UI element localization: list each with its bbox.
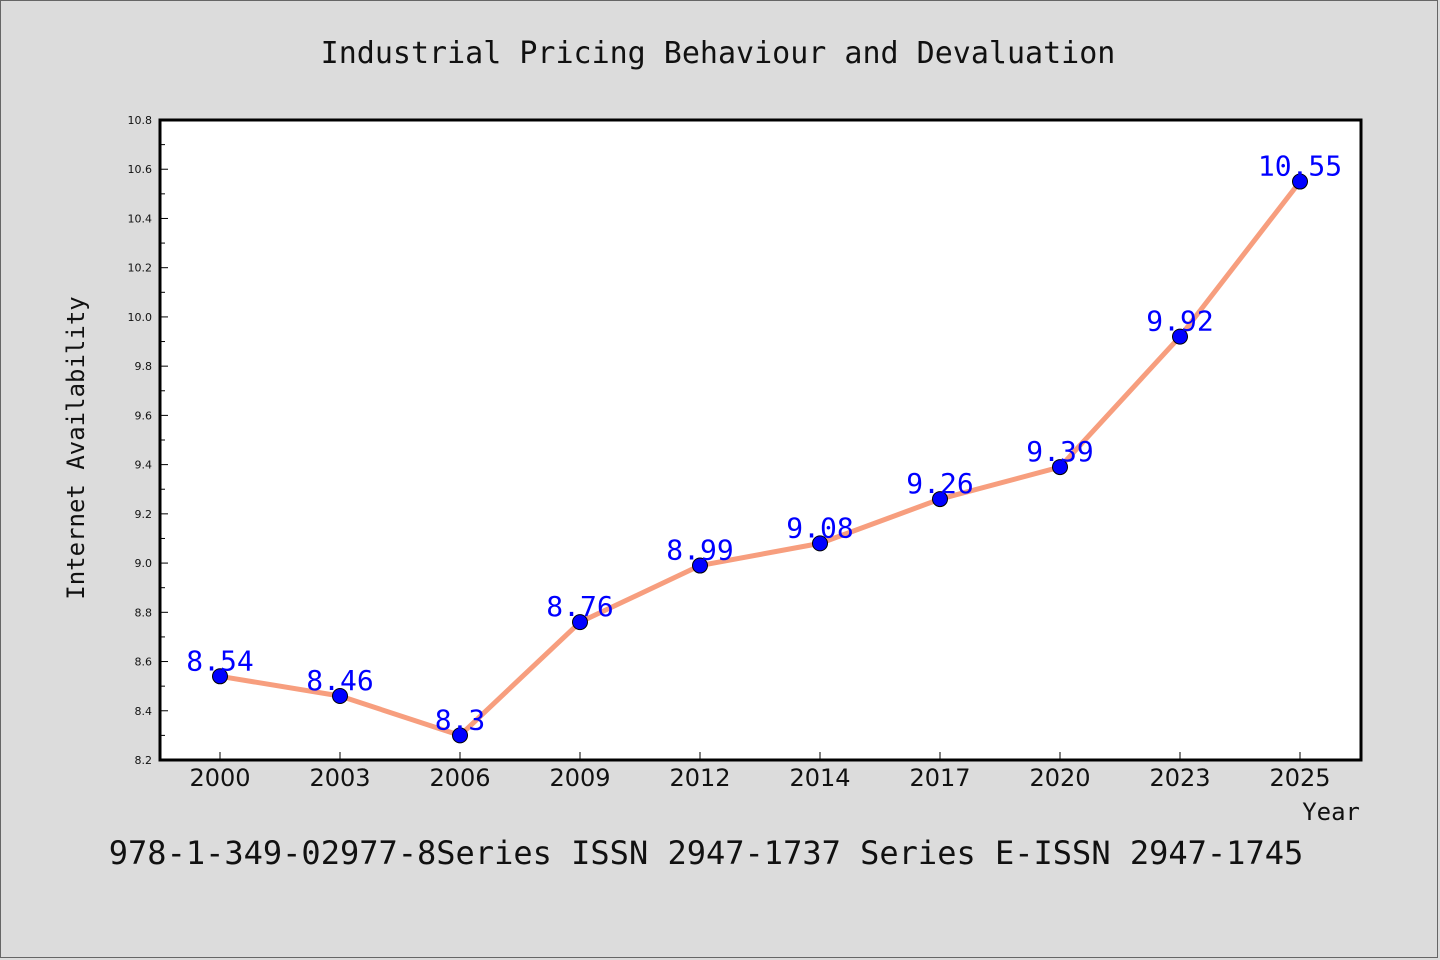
- chart-title: Industrial Pricing Behaviour and Devalua…: [321, 36, 1116, 71]
- x-tick-label: 2020: [1029, 764, 1090, 792]
- x-tick-label: 2017: [909, 764, 970, 792]
- x-tick-label: 2003: [309, 764, 370, 792]
- data-label: 8.76: [546, 590, 613, 623]
- x-axis-title: Year: [1302, 798, 1360, 826]
- x-tick-label: 2014: [789, 764, 850, 792]
- data-point: [1172, 328, 1188, 345]
- x-tick-label: 2025: [1269, 764, 1330, 792]
- data-point: [692, 557, 708, 574]
- y-axis: 8.2 8.4 8.6 8.8 9.0 9.2 9.4 9.6 9.8 10.0 10.2 10.4 1…: [128, 114, 168, 767]
- plot-area: [158, 118, 1363, 762]
- data-label: 10.55: [1258, 150, 1342, 183]
- data-label: 8.99: [666, 534, 733, 567]
- data-label: 8.54: [186, 644, 253, 677]
- x-tick-label: 2000: [189, 764, 250, 792]
- y-tick-label: 8.8: [135, 606, 153, 619]
- footer-isbn: 978-1-349-02977-8Series ISSN 2947-1737 S…: [109, 834, 1303, 872]
- y-tick-label: 10.2: [128, 262, 153, 275]
- x-axis: 2000 2003 2006 2009 2012 2014 2017 2020 2023 2025: [189, 752, 1331, 792]
- y-tick-label: 10.8: [128, 114, 153, 127]
- data-point: [452, 727, 468, 744]
- data-label: 9.08: [786, 511, 853, 544]
- data-label: 9.92: [1146, 305, 1213, 338]
- y-tick-label: 10.4: [128, 212, 153, 225]
- y-axis-title: Internet Availability: [62, 296, 90, 599]
- data-point: [332, 688, 348, 704]
- data-label: 9.26: [906, 467, 973, 500]
- data-point: [812, 535, 828, 552]
- y-tick-label: 8.2: [135, 754, 153, 767]
- data-label: 8.3: [435, 703, 486, 736]
- series-line: [219, 180, 1302, 738]
- data-label: 8.46: [306, 664, 373, 697]
- data-label: 9.39: [1026, 435, 1093, 468]
- data-point: [1292, 173, 1308, 190]
- x-tick-label: 2023: [1149, 764, 1210, 792]
- y-tick-label: 10.6: [128, 163, 153, 176]
- x-tick-label: 2012: [669, 764, 730, 792]
- y-tick-label: 8.6: [135, 656, 153, 669]
- data-point: [212, 668, 228, 685]
- y-tick-label: 9.0: [135, 557, 153, 570]
- data-point: [572, 614, 588, 631]
- y-tick-label: 9.2: [135, 508, 153, 521]
- y-tick-label: 9.4: [135, 459, 153, 472]
- data-point: [932, 491, 948, 508]
- y-tick-label: 9.8: [135, 360, 153, 373]
- y-tick-label: 9.6: [135, 409, 153, 422]
- series-group: 8.54 8.46 8.3 8.76 8.99 9.08 9.26 9.39 9.92 10.55: [186, 150, 1342, 744]
- data-point: [1052, 459, 1068, 476]
- y-tick-label: 8.4: [135, 705, 153, 718]
- x-tick-label: 2009: [549, 764, 610, 792]
- y-tick-label: 10.0: [128, 311, 153, 324]
- x-tick-label: 2006: [429, 764, 490, 792]
